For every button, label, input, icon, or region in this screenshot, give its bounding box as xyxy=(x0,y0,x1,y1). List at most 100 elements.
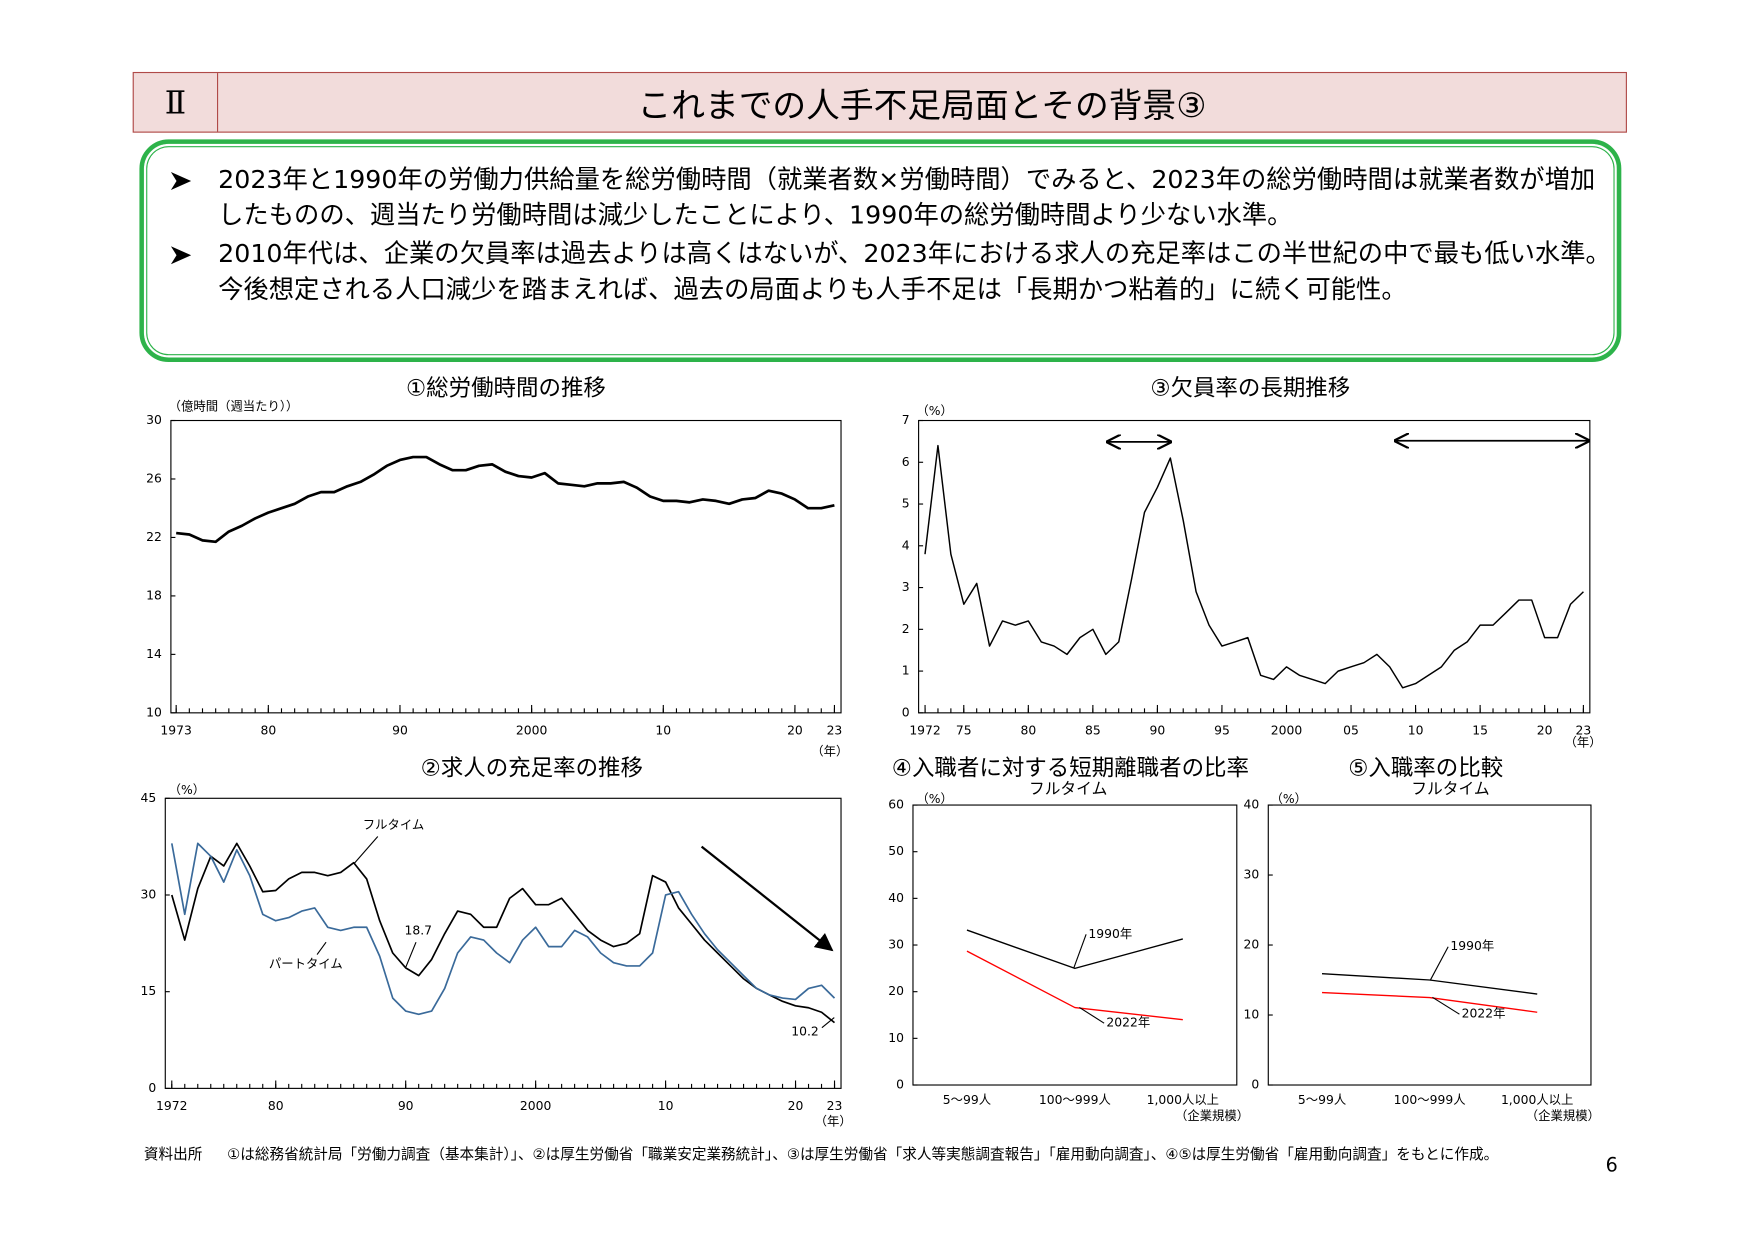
y-tick-label: 26 xyxy=(146,471,162,485)
y-axis-label: （億時間（週当たり）） xyxy=(169,400,299,414)
chart-title: ③欠員率の長期推移 xyxy=(1150,376,1350,402)
y-tick-label: 40 xyxy=(1244,798,1260,812)
x-tick-label: 20 xyxy=(787,723,803,737)
y-tick-label: 7 xyxy=(902,413,910,427)
x-tick-label: 2000 xyxy=(516,723,548,737)
y-axis-label: （%） xyxy=(1271,792,1307,806)
x-axis-label: （企業規模） xyxy=(1526,1108,1600,1123)
x-tick-label: 23 xyxy=(827,723,843,737)
leader-line xyxy=(353,836,379,864)
y-tick-label: 45 xyxy=(141,791,157,805)
x-tick-label: 100～999人 xyxy=(1394,1093,1466,1107)
x-tick-label: 2000 xyxy=(1271,723,1303,737)
x-tick-label: 05 xyxy=(1343,723,1359,737)
leader-line xyxy=(316,941,327,955)
y-tick-label: 30 xyxy=(141,887,157,901)
y-tick-label: 1 xyxy=(902,664,910,678)
plot-frame xyxy=(1267,804,1592,1086)
data-line xyxy=(966,950,1183,1021)
x-tick-label: 1,000人以上 xyxy=(1147,1093,1219,1107)
x-tick-label: 80 xyxy=(268,1099,284,1113)
y-tick-label: 10 xyxy=(888,1031,904,1045)
chart-title: ⑤入職率の比較 xyxy=(1348,756,1503,782)
data-line xyxy=(966,929,1184,970)
x-axis-label: （年） xyxy=(815,1115,852,1129)
y-tick-label: 4 xyxy=(902,538,910,552)
y-tick-label: 30 xyxy=(888,938,904,952)
series-label: パートタイム xyxy=(269,957,343,971)
x-tick-label: 5～99人 xyxy=(1298,1093,1346,1107)
y-tick-label: 40 xyxy=(888,891,904,905)
y-tick-label: 30 xyxy=(146,413,162,427)
series-label: 1990年 xyxy=(1088,927,1132,941)
x-tick-label: 75 xyxy=(956,723,972,737)
x-tick-label: 20 xyxy=(1537,723,1553,737)
series-label: フルタイム xyxy=(363,818,425,832)
y-tick-label: 5 xyxy=(902,497,910,511)
x-tick-label: 1973 xyxy=(160,723,191,737)
bullet-marker xyxy=(170,246,192,265)
chart-subtitle: フルタイム xyxy=(1029,779,1107,798)
source-note: 資料出所 ①は総務省統計局「労働力調査（基本集計）」、②は厚生労働省「職業安定業務… xyxy=(144,1146,1594,1166)
summary-box: 2023年と1990年の労働力供給量を総労働時間（就業者数×労働時間）でみると、… xyxy=(139,139,1622,363)
y-tick-label: 10 xyxy=(1244,1008,1260,1022)
x-tick-label: 20 xyxy=(788,1099,804,1113)
bullet-text: 2023年と1990年の労働力供給量を総労働時間（就業者数×労働時間）でみると、… xyxy=(218,165,1596,231)
x-tick-label: 15 xyxy=(1472,723,1488,737)
x-tick-label: 2000 xyxy=(520,1099,552,1113)
x-tick-label: 10 xyxy=(655,723,671,737)
y-tick-label: 14 xyxy=(146,647,162,661)
bullet: 2010年代は、企業の欠員率は過去よりは高くはないが、2023年における求人の充… xyxy=(170,236,1612,308)
y-tick-label: 15 xyxy=(141,984,157,998)
plot-frame xyxy=(912,804,1238,1086)
plot-frame xyxy=(170,419,842,714)
y-tick-label: 0 xyxy=(148,1081,156,1095)
leader-line xyxy=(1079,1006,1105,1024)
chart-title: ④入職者に対する短期離職者の比率 xyxy=(892,756,1249,782)
plot-frame xyxy=(164,797,842,1089)
series-label: 1990年 xyxy=(1450,939,1494,953)
x-tick-label: 1,000人以上 xyxy=(1501,1093,1573,1107)
y-tick-label: 22 xyxy=(146,530,162,544)
data-line xyxy=(1321,973,1538,995)
x-axis-label: （年） xyxy=(1565,736,1602,750)
y-tick-label: 60 xyxy=(888,798,904,812)
data-line xyxy=(170,842,836,1024)
bullet-text: 2010年代は、企業の欠員率は過去よりは高くはないが、2023年における求人の充… xyxy=(218,239,1611,305)
x-tick-label: 23 xyxy=(827,1099,843,1113)
y-tick-label: 20 xyxy=(1244,938,1260,952)
data-label: 18.7 xyxy=(404,923,432,937)
chart-title: ①総労働時間の推移 xyxy=(406,376,606,402)
x-tick-label: 10 xyxy=(658,1099,674,1113)
data-line xyxy=(1321,991,1538,1013)
slide-title: これまでの人手不足局面とその背景③ xyxy=(637,86,1207,126)
data-label: 10.2 xyxy=(791,1025,819,1039)
data-line xyxy=(176,455,835,544)
bullet-marker xyxy=(170,172,192,191)
x-tick-label: 100～999人 xyxy=(1039,1093,1111,1107)
page-number: 6 xyxy=(1605,1154,1618,1178)
y-tick-label: 20 xyxy=(888,984,904,998)
x-tick-label: 90 xyxy=(398,1099,414,1113)
leader-line xyxy=(821,1017,835,1029)
leader-line xyxy=(1429,946,1449,981)
section-number: Ⅱ xyxy=(134,73,219,132)
x-axis-label: （企業規模） xyxy=(1175,1108,1249,1123)
x-tick-label: 85 xyxy=(1085,723,1101,737)
header: Ⅱ これまでの人手不足局面とその背景③ xyxy=(132,71,1627,133)
y-tick-label: 0 xyxy=(896,1078,904,1092)
x-tick-label: 10 xyxy=(1408,723,1424,737)
plot-frame xyxy=(918,419,1591,714)
bullet: 2023年と1990年の労働力供給量を総労働時間（就業者数×労働時間）でみると、… xyxy=(170,162,1612,234)
x-tick-label: 23 xyxy=(1576,723,1592,737)
y-tick-label: 18 xyxy=(146,588,162,602)
y-axis-label: （%） xyxy=(916,404,952,418)
chart-title: ②求人の充足率の推移 xyxy=(421,756,643,782)
y-axis-label: （%） xyxy=(169,783,205,797)
x-tick-label: 1972 xyxy=(156,1099,187,1113)
leader-line xyxy=(1073,934,1087,969)
x-tick-label: 1972 xyxy=(909,723,940,737)
